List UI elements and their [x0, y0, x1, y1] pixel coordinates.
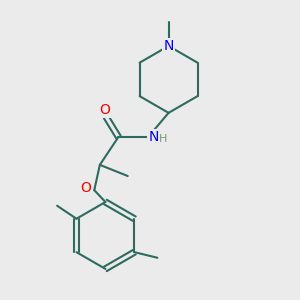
- Text: N: N: [148, 130, 159, 144]
- Text: N: N: [164, 39, 174, 53]
- Text: H: H: [159, 134, 167, 144]
- Text: O: O: [99, 103, 110, 117]
- Text: O: O: [81, 181, 92, 195]
